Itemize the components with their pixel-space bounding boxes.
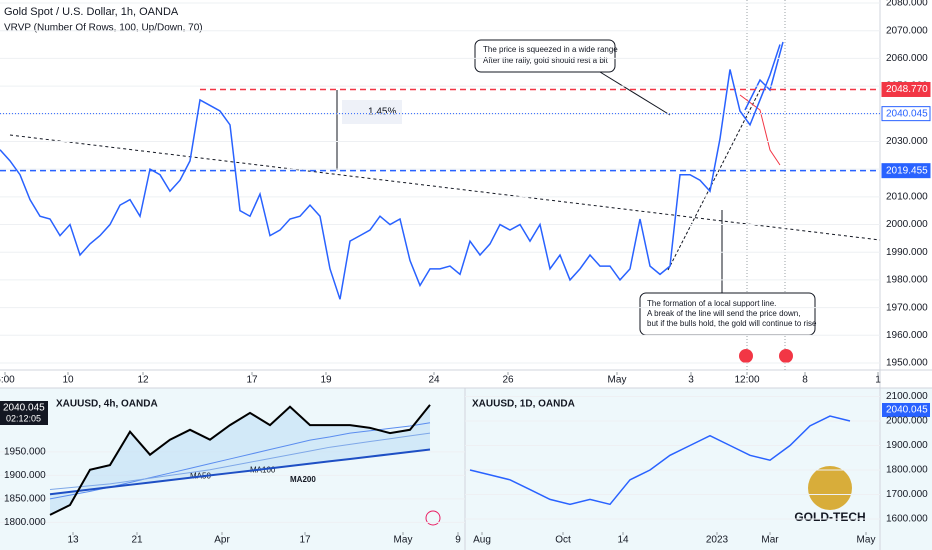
x-tick-label: 21 bbox=[131, 535, 143, 546]
x-tick-label: Aug bbox=[473, 535, 491, 546]
x-tick-label: May bbox=[857, 535, 876, 546]
ma-line bbox=[49, 432, 431, 491]
callout-text: but if the bulls hold, the gold will con… bbox=[647, 319, 817, 328]
x-tick-label: 9 bbox=[455, 535, 461, 546]
x-tick-label: 12 bbox=[137, 375, 149, 386]
chart-title: Gold Spot / U.S. Dollar, 1h, OANDA bbox=[4, 6, 179, 18]
x-tick-label: 26 bbox=[502, 375, 514, 386]
y-tick-label: 1970.000 bbox=[886, 302, 928, 313]
ma-line bbox=[49, 448, 431, 496]
x-tick-label: 10 bbox=[62, 375, 74, 386]
y-tick-label: 2060.000 bbox=[886, 53, 928, 64]
callout bbox=[474, 39, 616, 73]
price-line bbox=[49, 404, 431, 516]
y-tick-label: 1960.000 bbox=[886, 330, 928, 341]
y-tick-label: 1850.000 bbox=[4, 494, 46, 505]
x-tick-label: 3 bbox=[688, 375, 694, 386]
price-tag-label: 2040.045 bbox=[3, 403, 45, 414]
projection-down bbox=[739, 94, 781, 166]
x-tick-label: 1 bbox=[875, 375, 881, 386]
y-tick-label: 2000.000 bbox=[886, 416, 928, 427]
x-tick-label: 12:00 bbox=[734, 375, 759, 386]
price-tag bbox=[882, 403, 930, 417]
projection-up bbox=[744, 41, 784, 111]
x-tick-label: Oct bbox=[555, 535, 571, 546]
y-tick-label: 1600.000 bbox=[886, 514, 928, 525]
y-tick-label: 1800.000 bbox=[4, 517, 46, 528]
event-icon[interactable] bbox=[739, 349, 753, 363]
price-tag-label: 2040.045 bbox=[886, 108, 928, 119]
callout-pointer bbox=[599, 71, 671, 116]
price-tag-label: 2040.045 bbox=[886, 405, 928, 416]
x-tick-label: 6:00 bbox=[0, 375, 15, 386]
y-tick-label: 1980.000 bbox=[886, 275, 928, 286]
y-tick-label: 1900.000 bbox=[886, 440, 928, 451]
y-tick-label: 1900.000 bbox=[4, 470, 46, 481]
legend-label: MA200 bbox=[290, 475, 316, 484]
callout-text: After the rally, gold should rest a bit bbox=[483, 56, 609, 65]
price-tag bbox=[0, 401, 48, 425]
event-icon[interactable] bbox=[425, 510, 441, 526]
x-tick-label: 2023 bbox=[706, 535, 729, 546]
price-tag bbox=[881, 163, 931, 179]
y-tick-label: 2080.000 bbox=[886, 0, 928, 9]
chart-subtitle: VRVP (Number Of Rows, 100, Up/Down, 70) bbox=[4, 23, 203, 34]
y-tick-label: 1990.000 bbox=[886, 247, 928, 258]
logo: GOLD-TECH bbox=[794, 510, 865, 524]
panel-title: XAUUSD, 1D, OANDA bbox=[472, 399, 575, 410]
y-tick-label: 2030.000 bbox=[886, 136, 928, 147]
x-tick-label: 13 bbox=[67, 535, 79, 546]
y-tick-label: 2010.000 bbox=[886, 191, 928, 202]
x-tick-label: Apr bbox=[214, 535, 230, 546]
x-tick-label: 8 bbox=[802, 375, 808, 386]
x-tick-label: Mar bbox=[761, 535, 779, 546]
area-fill bbox=[50, 404, 430, 515]
y-tick-label: 2000.000 bbox=[886, 219, 928, 230]
x-tick-label: 17 bbox=[246, 375, 258, 386]
x-tick-label: 24 bbox=[428, 375, 440, 386]
x-tick-label: May bbox=[608, 375, 627, 386]
price-tag bbox=[881, 81, 931, 97]
x-tick-label: 17 bbox=[299, 535, 311, 546]
price-line bbox=[0, 44, 781, 300]
x-tick-label: May bbox=[394, 535, 413, 546]
y-tick-label: 2070.000 bbox=[886, 25, 928, 36]
logo-icon bbox=[808, 466, 852, 510]
price-line bbox=[469, 415, 851, 506]
callout-text: The price is squeezed in a wide range bbox=[483, 45, 618, 54]
price-tag bbox=[881, 106, 931, 122]
price-tag-label: 2019.455 bbox=[886, 165, 928, 176]
y-tick-label: 1950.000 bbox=[4, 447, 46, 458]
x-tick-label: 19 bbox=[320, 375, 332, 386]
trend-line bbox=[9, 134, 881, 241]
y-tick-label: 1700.000 bbox=[886, 489, 928, 500]
y-tick-label: 1800.000 bbox=[886, 465, 928, 476]
price-tag-label: 2048.770 bbox=[886, 84, 928, 95]
y-tick-label: 2100.000 bbox=[886, 391, 928, 402]
measure-label: 1.45% bbox=[368, 107, 396, 118]
support-line bbox=[667, 89, 761, 271]
x-tick-label: 14 bbox=[617, 535, 629, 546]
panel-title: XAUUSD, 4h, OANDA bbox=[56, 399, 158, 410]
y-tick-label: 1950.000 bbox=[886, 358, 928, 369]
event-icon[interactable] bbox=[779, 349, 793, 363]
callout-text: The formation of a local support line. bbox=[647, 299, 776, 308]
callout-text: A break of the line will send the price … bbox=[647, 309, 800, 318]
measure-box bbox=[342, 100, 402, 124]
countdown: 02:12:05 bbox=[6, 413, 41, 423]
